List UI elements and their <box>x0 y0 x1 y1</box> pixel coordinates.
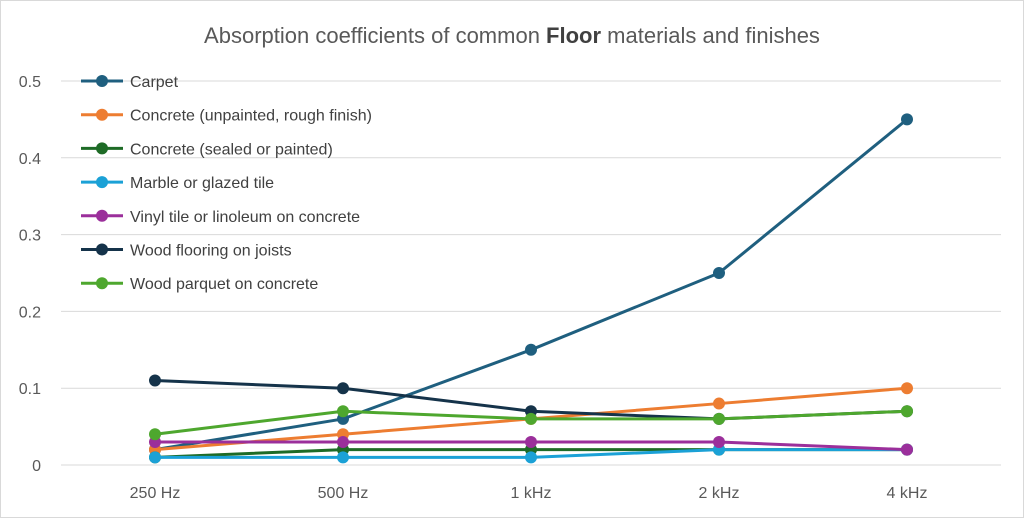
legend-marker <box>96 176 108 189</box>
data-point <box>713 267 725 279</box>
data-point <box>525 412 537 425</box>
data-point <box>525 343 537 356</box>
legend-marker <box>96 142 108 155</box>
legend-label: Marble or glazed tile <box>130 175 274 192</box>
legend: Carpet Concrete (unpainted, rough finish)… <box>81 74 372 293</box>
x-tick-label: 500 Hz <box>318 485 369 502</box>
legend-marker <box>96 108 108 121</box>
y-tick-label: 0.5 <box>19 74 41 91</box>
legend-item: Carpet <box>81 74 179 91</box>
data-point <box>337 405 349 418</box>
chart-title-part-1: Absorption coefficients of common <box>204 23 546 48</box>
data-point <box>713 397 725 410</box>
x-tick-label: 1 kHz <box>511 485 552 502</box>
legend-label: Vinyl tile or linoleum on concrete <box>130 209 360 226</box>
series-7 <box>149 405 913 441</box>
data-point <box>901 443 913 456</box>
x-tick-label: 4 kHz <box>887 485 928 502</box>
y-tick-label: 0.2 <box>19 304 41 321</box>
data-point <box>901 382 913 395</box>
y-tick-label: 0.1 <box>19 381 41 398</box>
data-point <box>149 428 161 441</box>
series-group <box>149 113 913 464</box>
x-tick-label: 2 kHz <box>699 485 740 502</box>
legend-marker <box>96 243 108 256</box>
y-tick-label: 0.4 <box>19 151 41 168</box>
data-point <box>149 451 161 464</box>
data-point <box>525 451 537 464</box>
x-tick-label: 250 Hz <box>130 485 181 502</box>
data-point <box>337 382 349 395</box>
legend-label: Concrete (sealed or painted) <box>130 141 333 158</box>
data-point <box>901 113 913 126</box>
data-point <box>337 451 349 464</box>
legend-item: Marble or glazed tile <box>81 175 274 192</box>
legend-item: Concrete (sealed or painted) <box>81 141 333 158</box>
legend-label: Concrete (unpainted, rough finish) <box>130 108 372 125</box>
data-point <box>713 435 725 448</box>
chart-title-part-2: Floor <box>546 23 601 48</box>
legend-marker <box>96 277 108 290</box>
legend-item: Wood parquet on concrete <box>81 276 318 293</box>
legend-item: Wood flooring on joists <box>81 243 292 260</box>
x-axis: 250 Hz 500 Hz 1 kHz 2 kHz 4 kHz <box>130 485 928 502</box>
legend-item: Vinyl tile or linoleum on concrete <box>81 209 360 226</box>
legend-marker <box>96 75 108 87</box>
chart-title-part-3: materials and finishes <box>601 23 820 48</box>
legend-item: Concrete (unpainted, rough finish) <box>81 108 372 125</box>
legend-label: Wood flooring on joists <box>130 243 292 260</box>
legend-marker <box>96 209 108 222</box>
legend-label: Wood parquet on concrete <box>130 276 318 293</box>
legend-label: Carpet <box>130 74 179 91</box>
y-tick-label: 0.3 <box>19 228 41 245</box>
data-point <box>901 405 913 418</box>
series-1 <box>149 113 913 456</box>
y-tick-label: 0 <box>32 458 41 475</box>
data-point <box>149 374 161 387</box>
data-point <box>713 412 725 425</box>
data-point <box>525 435 537 448</box>
chart-title: Absorption coefficients of common Floor … <box>204 23 820 48</box>
y-axis: 0 0.1 0.2 0.3 0.4 0.5 <box>19 74 41 475</box>
gridlines <box>61 80 1001 466</box>
data-point <box>337 435 349 448</box>
